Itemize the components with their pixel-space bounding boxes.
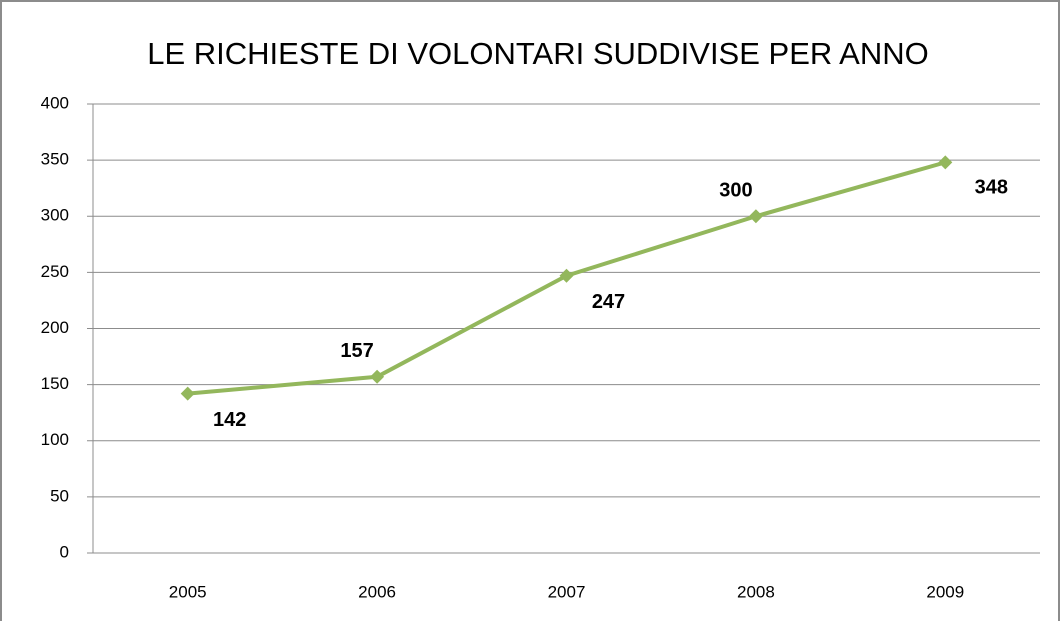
data-point xyxy=(938,155,953,170)
x-tick-label: 2005 xyxy=(169,582,207,601)
data-point xyxy=(559,268,574,283)
x-tick-label: 2007 xyxy=(548,582,586,601)
x-tick-label: 2009 xyxy=(926,582,964,601)
x-tick-label: 2006 xyxy=(358,582,396,601)
data-label: 300 xyxy=(719,180,752,202)
data-label: 142 xyxy=(213,409,246,431)
x-tick-label: 2008 xyxy=(737,582,775,601)
y-tick-label: 400 xyxy=(41,93,69,112)
data-label: 247 xyxy=(592,291,625,313)
chart-title: LE RICHIESTE DI VOLONTARI SUDDIVISE PER … xyxy=(147,36,928,71)
y-tick-label: 300 xyxy=(41,206,69,225)
y-tick-label: 200 xyxy=(41,318,69,337)
data-label: 157 xyxy=(340,340,373,362)
y-tick-label: 50 xyxy=(50,486,69,505)
data-point xyxy=(748,209,763,224)
y-tick-label: 150 xyxy=(41,374,69,393)
data-point xyxy=(180,386,195,401)
y-tick-label: 250 xyxy=(41,262,69,281)
data-label: 348 xyxy=(975,177,1008,199)
y-tick-label: 0 xyxy=(60,542,69,561)
data-point xyxy=(370,369,385,384)
y-tick-label: 350 xyxy=(41,150,69,169)
y-tick-label: 100 xyxy=(41,430,69,449)
